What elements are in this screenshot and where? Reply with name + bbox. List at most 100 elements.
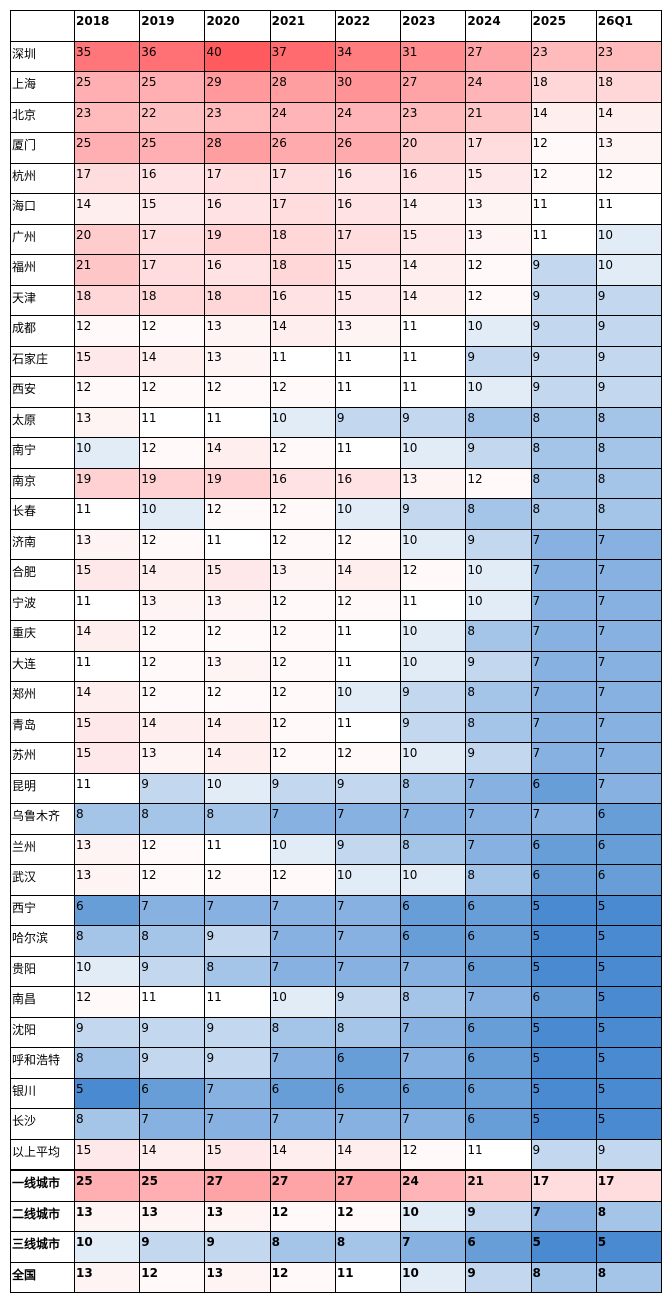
value-cell: 8 (139, 803, 206, 835)
value-cell: 20 (400, 132, 467, 164)
value-cell: 11 (139, 406, 206, 438)
value-cell: 8 (73, 925, 141, 957)
table-row: 石家庄 15 14 13 11 11 11 9 9 9 (10, 345, 663, 377)
value-cell: 23 (73, 101, 141, 133)
column-header: 26Q1 (595, 10, 663, 42)
table-row: 福州 21 17 16 18 15 14 12 9 10 (10, 254, 663, 286)
table-row: 南宁 10 12 14 12 11 10 9 8 8 (10, 437, 663, 469)
value-cell: 30 (334, 71, 402, 103)
value-cell: 5 (595, 894, 663, 926)
value-cell: 18 (73, 284, 141, 316)
value-cell: 24 (269, 101, 336, 133)
value-cell: 10 (400, 864, 467, 896)
value-cell: 25 (73, 71, 141, 103)
table-row: 一线城市 25 25 27 27 27 24 21 17 17 (10, 1169, 663, 1202)
value-cell: 9 (465, 1200, 532, 1232)
value-cell: 12 (269, 650, 336, 682)
value-cell: 9 (530, 1138, 597, 1171)
value-cell: 14 (530, 101, 597, 133)
value-cell: 15 (400, 223, 467, 255)
value-cell: 23 (530, 40, 597, 72)
value-cell: 9 (400, 406, 467, 438)
value-cell: 16 (334, 467, 402, 499)
row-label: 福州 (10, 254, 75, 286)
value-cell: 21 (73, 254, 141, 286)
value-cell: 14 (139, 1138, 206, 1171)
value-cell: 9 (139, 1047, 206, 1079)
value-cell: 7 (334, 925, 402, 957)
value-cell: 37 (269, 40, 336, 72)
value-cell: 12 (269, 1200, 336, 1232)
value-cell: 23 (595, 40, 663, 72)
value-cell: 11 (73, 772, 141, 804)
row-label: 青岛 (10, 711, 75, 743)
value-cell: 13 (204, 1261, 271, 1293)
value-cell: 15 (334, 284, 402, 316)
value-cell: 12 (269, 528, 336, 560)
value-cell: 9 (465, 742, 532, 774)
value-cell: 6 (465, 1016, 532, 1048)
value-cell: 9 (530, 345, 597, 377)
value-cell: 7 (269, 1108, 336, 1140)
value-cell: 14 (204, 711, 271, 743)
value-cell: 9 (465, 528, 532, 560)
value-cell: 7 (595, 528, 663, 560)
row-label: 沈阳 (10, 1016, 75, 1048)
value-cell: 15 (73, 345, 141, 377)
value-cell: 5 (595, 1016, 663, 1048)
value-cell: 12 (269, 742, 336, 774)
value-cell: 13 (204, 315, 271, 347)
table-row: 西安 12 12 12 12 11 11 10 9 9 (10, 376, 663, 408)
value-cell: 14 (139, 711, 206, 743)
value-cell: 9 (530, 376, 597, 408)
value-cell: 15 (73, 559, 141, 591)
value-cell: 6 (139, 1077, 206, 1109)
value-cell: 12 (269, 620, 336, 652)
column-header: 2023 (400, 10, 467, 42)
value-cell: 9 (204, 1016, 271, 1048)
value-cell: 17 (465, 132, 532, 164)
value-cell: 14 (139, 559, 206, 591)
value-cell: 12 (269, 437, 336, 469)
value-cell: 21 (465, 101, 532, 133)
value-cell: 12 (139, 437, 206, 469)
value-cell: 17 (334, 223, 402, 255)
value-cell: 17 (139, 254, 206, 286)
value-cell: 7 (530, 1200, 597, 1232)
value-cell: 17 (595, 1169, 663, 1202)
value-cell: 15 (465, 162, 532, 194)
value-cell: 12 (334, 1200, 402, 1232)
value-cell: 12 (465, 254, 532, 286)
value-cell: 18 (204, 284, 271, 316)
value-cell: 7 (400, 955, 467, 987)
value-cell: 10 (400, 1200, 467, 1232)
row-label: 石家庄 (10, 345, 75, 377)
value-cell: 14 (400, 254, 467, 286)
value-cell: 13 (595, 132, 663, 164)
value-cell: 11 (334, 345, 402, 377)
value-cell: 13 (204, 650, 271, 682)
value-cell: 10 (204, 772, 271, 804)
value-cell: 9 (465, 437, 532, 469)
value-cell: 21 (465, 1169, 532, 1202)
value-cell: 13 (73, 528, 141, 560)
value-cell: 11 (204, 528, 271, 560)
table-row: 乌鲁木齐 8 8 8 7 7 7 7 7 6 (10, 803, 663, 835)
value-cell: 7 (465, 772, 532, 804)
value-cell: 11 (465, 1138, 532, 1171)
row-label: 西宁 (10, 894, 75, 926)
value-cell: 25 (139, 132, 206, 164)
header-row: 2018 2019 2020 2021 2022 2023 2024 2025 26Q1 (10, 10, 663, 42)
value-cell: 8 (400, 833, 467, 865)
value-cell: 11 (334, 376, 402, 408)
column-header: 2019 (139, 10, 206, 42)
value-cell: 10 (465, 376, 532, 408)
value-cell: 13 (465, 223, 532, 255)
value-cell: 13 (139, 742, 206, 774)
value-cell: 11 (73, 498, 141, 530)
value-cell: 11 (400, 376, 467, 408)
value-cell: 11 (334, 620, 402, 652)
value-cell: 14 (334, 1138, 402, 1171)
value-cell: 28 (204, 132, 271, 164)
value-cell: 26 (334, 132, 402, 164)
